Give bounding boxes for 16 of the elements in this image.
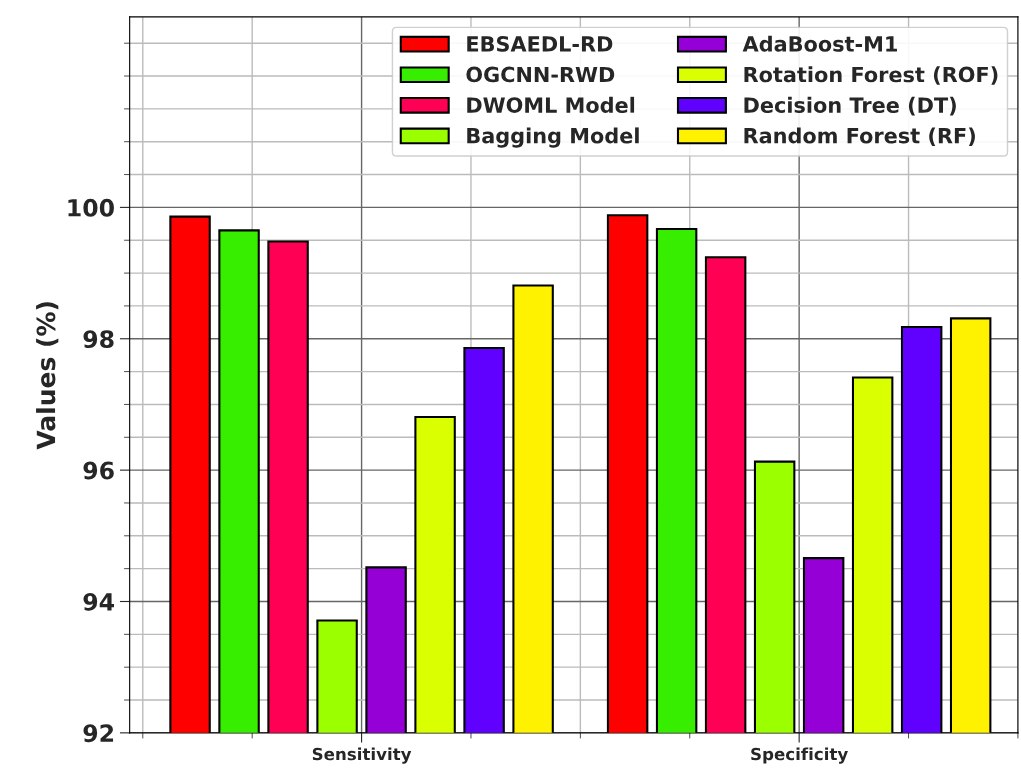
- y-tick-label: 94: [83, 592, 114, 611]
- y-axis-title: Values (%): [36, 302, 59, 450]
- legend-label: Rotation Forest (ROF): [744, 66, 998, 85]
- legend-label: EBSAEDL-RD: [467, 36, 613, 52]
- legend-label: Decision Tree (DT): [744, 96, 956, 116]
- y-tick-label: 100: [68, 198, 114, 217]
- y-tick-label: 92: [83, 724, 114, 743]
- x-tick-label: Specificity: [751, 747, 848, 764]
- legend-label: DWOML Model: [467, 96, 635, 113]
- y-tick-label: 98: [83, 330, 114, 349]
- legend-label: AdaBoost-M1: [742, 35, 897, 52]
- legend-label: Random Forest (RF): [744, 127, 975, 146]
- legend-label: OGCNN-RWD: [466, 66, 615, 83]
- y-tick-label: 96: [83, 461, 114, 480]
- legend-label: Bagging Model: [467, 127, 639, 148]
- x-tick-label: Sensitivity: [312, 747, 412, 764]
